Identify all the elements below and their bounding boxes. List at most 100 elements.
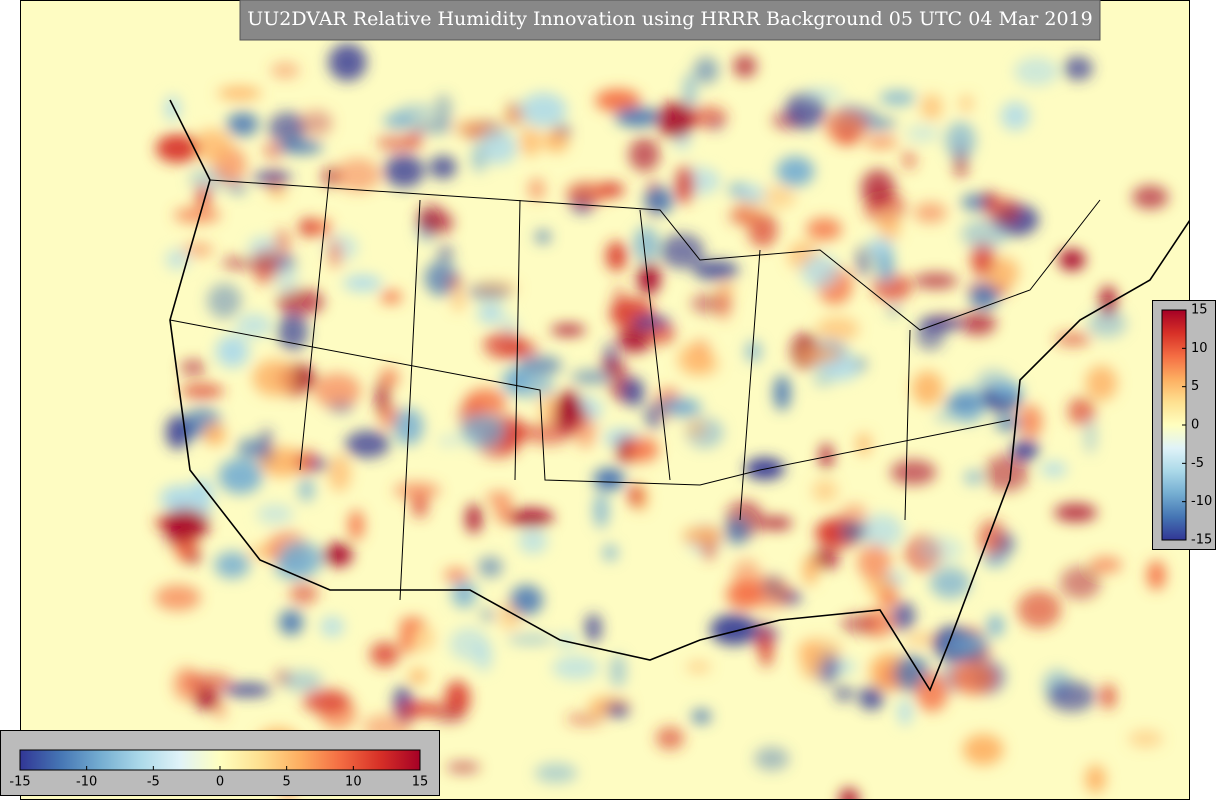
- humidity-blob: [1040, 461, 1068, 478]
- colorbar-tick-label: 10: [1191, 341, 1208, 356]
- humidity-blob: [918, 536, 964, 564]
- humidity-blob: [969, 284, 999, 309]
- humidity-blob: [987, 614, 1004, 637]
- humidity-blob: [934, 411, 957, 423]
- humidity-blob: [460, 413, 505, 448]
- humidity-blob: [276, 288, 324, 316]
- humidity-blob: [164, 95, 181, 122]
- humidity-blob: [605, 241, 628, 272]
- humidity-blob: [437, 435, 462, 447]
- humidity-blob: [283, 670, 323, 693]
- humidity-blob: [970, 242, 995, 277]
- humidity-blob: [471, 144, 487, 173]
- humidity-blob: [891, 601, 916, 631]
- humidity-blob: [983, 454, 1029, 492]
- humidity-blob: [644, 186, 674, 215]
- humidity-blob: [1067, 397, 1096, 426]
- humidity-blob: [945, 121, 976, 160]
- humidity-blob: [464, 388, 507, 417]
- humidity-blob: [218, 458, 263, 495]
- humidity-blob: [739, 184, 765, 205]
- humidity-blob: [483, 331, 527, 359]
- humidity-blob: [745, 340, 762, 363]
- humidity-blob: [861, 169, 895, 207]
- colorbar-tick-label: -10: [1191, 494, 1212, 509]
- humidity-blob: [776, 156, 815, 187]
- humidity-blob: [465, 503, 482, 534]
- humidity-blob: [839, 788, 859, 800]
- humidity-blob: [682, 526, 723, 546]
- humidity-blob: [289, 581, 319, 606]
- humidity-blob: [155, 134, 199, 163]
- humidity-blob: [180, 360, 206, 375]
- humidity-blob: [691, 353, 720, 376]
- humidity-blob: [959, 311, 996, 336]
- humidity-blob: [610, 653, 626, 688]
- humidity-blob: [376, 133, 418, 152]
- humidity-blob: [418, 210, 454, 235]
- humidity-blob: [399, 617, 425, 629]
- colorbar-tick-label: 5: [1191, 379, 1199, 394]
- colorbar-tick-label: -15: [9, 775, 30, 790]
- humidity-blob: [369, 641, 400, 667]
- humidity-blob: [173, 207, 221, 223]
- humidity-blob: [328, 454, 351, 492]
- humidity-blob: [692, 260, 739, 281]
- humidity-blob: [259, 427, 273, 464]
- humidity-blob: [154, 584, 201, 611]
- humidity-blob: [625, 437, 659, 462]
- title: UU2DVAR Relative Humidity Innovation usi…: [247, 8, 1092, 30]
- humidity-blob: [474, 641, 493, 672]
- humidity-blob: [655, 726, 685, 750]
- humidity-blob: [825, 109, 867, 144]
- humidity-blob: [596, 182, 625, 197]
- humidity-blob: [407, 131, 423, 149]
- humidity-blob: [451, 579, 477, 608]
- colorbar-tick-label: 5: [283, 775, 291, 790]
- humidity-blob: [686, 661, 711, 673]
- humidity-blob: [223, 683, 272, 697]
- humidity-blob: [840, 614, 877, 634]
- humidity-blob: [710, 614, 758, 646]
- humidity-blob: [920, 93, 943, 121]
- humidity-blob: [519, 127, 542, 157]
- humidity-blob: [877, 248, 894, 282]
- humidity-blob: [858, 686, 884, 710]
- humidity-blob: [593, 492, 609, 529]
- humidity-blob: [302, 689, 350, 714]
- humidity-blob: [864, 135, 898, 149]
- humidity-blob: [1132, 185, 1169, 209]
- humidity-blob: [571, 369, 613, 385]
- humidity-blob: [839, 521, 868, 542]
- humidity-blob: [898, 698, 912, 726]
- humidity-blob: [693, 56, 719, 84]
- humidity-blob: [728, 207, 753, 225]
- humidity-blob: [800, 641, 823, 679]
- humidity-blob: [878, 213, 901, 242]
- humidity-blob: [477, 303, 504, 324]
- humidity-blob: [550, 324, 586, 336]
- humidity-blob: [273, 559, 311, 580]
- humidity-blob: [798, 347, 842, 363]
- humidity-blob: [637, 262, 661, 295]
- humidity-blob: [451, 286, 466, 312]
- humidity-blob: [983, 553, 1007, 567]
- humidity-blob: [543, 129, 569, 153]
- humidity-blob: [988, 257, 1019, 288]
- humidity-blob: [194, 480, 213, 518]
- humidity-blob: [399, 624, 413, 655]
- humidity-blob: [182, 242, 214, 257]
- humidity-blob: [207, 283, 242, 319]
- humidity-blob: [802, 555, 818, 586]
- humidity-blob: [299, 109, 333, 136]
- humidity-blob: [604, 341, 617, 367]
- humidity-blob: [162, 508, 210, 541]
- humidity-blob: [603, 544, 618, 561]
- humidity-blob: [879, 90, 916, 106]
- humidity-blob: [194, 687, 220, 711]
- humidity-blob: [754, 747, 790, 771]
- humidity-blob: [320, 616, 344, 637]
- humidity-blob: [1014, 57, 1059, 86]
- humidity-blob: [629, 484, 642, 508]
